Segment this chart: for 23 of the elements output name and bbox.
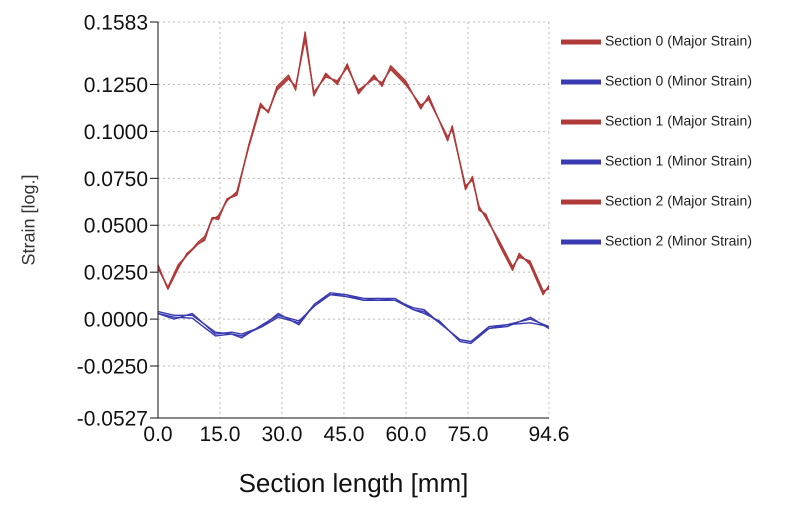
- x-tick-label: 94.6: [528, 422, 570, 446]
- y-tick-label: 0.1250: [84, 74, 148, 97]
- y-tick-label: 0.0250: [84, 262, 148, 285]
- y-tick-label: 0.0500: [84, 214, 148, 238]
- x-tick-label: 15.0: [200, 422, 240, 446]
- x-axis-title: Section length [mm]: [238, 468, 468, 498]
- x-tick-label: 75.0: [448, 422, 488, 446]
- legend-label: Section 1 (Minor Strain): [604, 152, 752, 169]
- x-tick-label: 0.0: [143, 422, 173, 446]
- x-tick-label: 45.0: [324, 422, 364, 446]
- y-tick-label: 0.0750: [84, 168, 148, 191]
- legend-label: Section 1 (Major Strain): [604, 112, 752, 129]
- y-tick-label: 0.0000: [84, 308, 148, 332]
- x-tick-label: 30.0: [262, 422, 302, 446]
- legend-label: Section 2 (Minor Strain): [604, 232, 752, 249]
- legend-label: Section 2 (Major Strain): [604, 192, 752, 209]
- x-tick-label: 60.0: [386, 422, 426, 446]
- y-tick-label: -0.0250: [76, 355, 148, 378]
- legend-label: Section 0 (Major Strain): [604, 32, 752, 49]
- y-tick-label: 0.1000: [84, 120, 148, 144]
- y-tick-label: 0.1583: [84, 11, 148, 34]
- y-axis-title: Strain [log.]: [18, 174, 38, 266]
- legend-label: Section 0 (Minor Strain): [604, 72, 752, 89]
